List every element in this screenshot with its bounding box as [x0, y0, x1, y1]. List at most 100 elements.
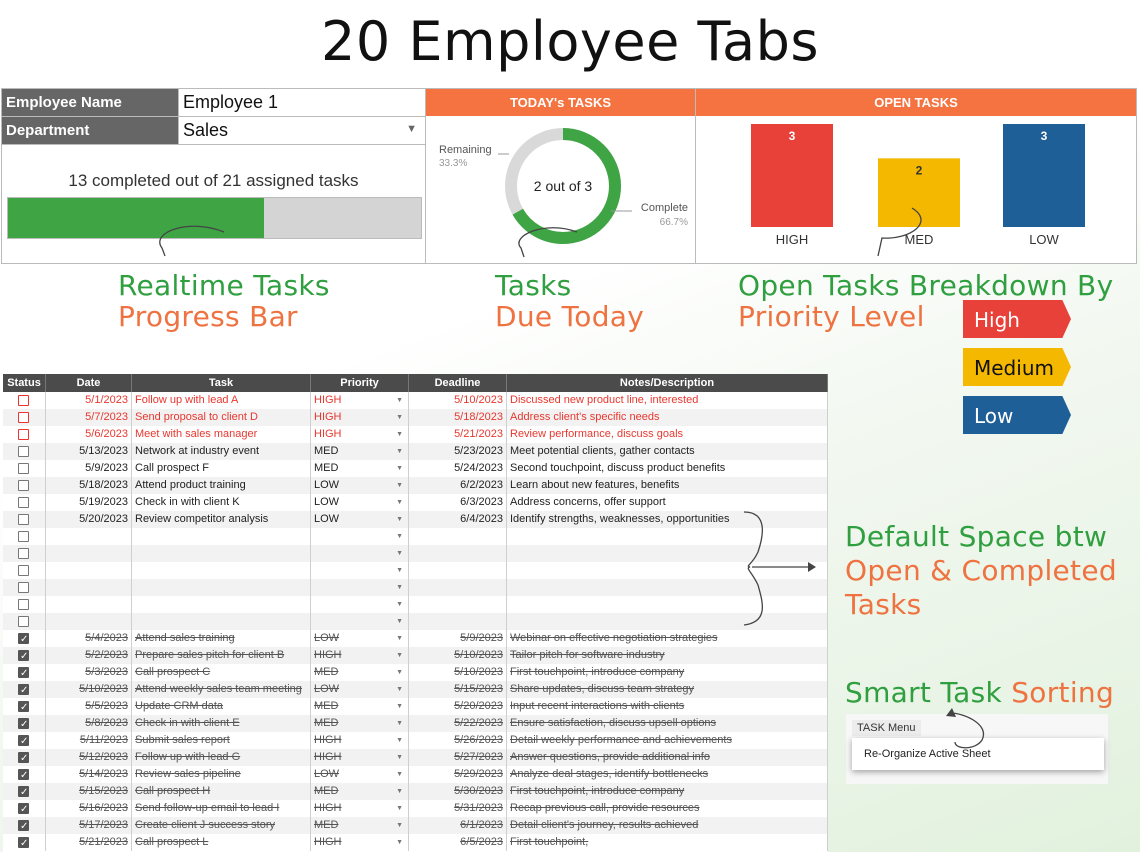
priority-cell[interactable]: ▼	[311, 545, 409, 562]
priority-cell[interactable]: LOW ▼	[311, 511, 409, 528]
deadline-cell[interactable]: 5/27/2023	[409, 749, 507, 766]
deadline-cell[interactable]: 5/26/2023	[409, 732, 507, 749]
task-cell[interactable]	[132, 562, 311, 579]
task-cell[interactable]: Check in with client E	[132, 715, 311, 732]
date-cell[interactable]: 5/21/2023	[46, 834, 132, 851]
task-cell[interactable]: Prepare sales pitch for client B	[132, 647, 311, 664]
task-cell[interactable]: Call prospect C	[132, 664, 311, 681]
task-cell[interactable]: Check in with client K	[132, 494, 311, 511]
chevron-down-icon[interactable]: ▼	[396, 550, 403, 557]
status-checkbox[interactable]	[18, 616, 29, 627]
date-cell[interactable]: 5/1/2023	[46, 392, 132, 409]
deadline-cell[interactable]: 5/23/2023	[409, 443, 507, 460]
deadline-cell[interactable]: 6/4/2023	[409, 511, 507, 528]
chevron-down-icon[interactable]: ▼	[396, 431, 403, 438]
status-checkbox[interactable]	[18, 767, 29, 783]
notes-cell[interactable]	[507, 596, 828, 613]
deadline-cell[interactable]: 5/30/2023	[409, 783, 507, 800]
task-cell[interactable]: Attend sales training	[132, 630, 311, 647]
status-checkbox[interactable]	[18, 565, 29, 576]
status-checkbox[interactable]	[18, 412, 29, 423]
notes-cell[interactable]: Learn about new features, benefits	[507, 477, 828, 494]
priority-cell[interactable]: MED ▼	[311, 698, 409, 715]
status-checkbox[interactable]	[18, 463, 29, 474]
chevron-down-icon[interactable]: ▼	[396, 703, 403, 710]
priority-cell[interactable]: MED ▼	[311, 817, 409, 834]
deadline-cell[interactable]	[409, 613, 507, 630]
task-cell[interactable]	[132, 528, 311, 545]
notes-cell[interactable]: Meet potential clients, gather contacts	[507, 443, 828, 460]
task-cell[interactable]: Network at industry event	[132, 443, 311, 460]
priority-cell[interactable]: LOW ▼	[311, 681, 409, 698]
date-cell[interactable]: 5/11/2023	[46, 732, 132, 749]
notes-cell[interactable]: Recap previous call, provide resources	[507, 800, 828, 817]
task-cell[interactable]: Meet with sales manager	[132, 426, 311, 443]
task-cell[interactable]	[132, 579, 311, 596]
notes-cell[interactable]: Tailor pitch for software industry	[507, 647, 828, 664]
task-cell[interactable]: Follow up with lead A	[132, 392, 311, 409]
notes-cell[interactable]	[507, 562, 828, 579]
date-cell[interactable]: 5/18/2023	[46, 477, 132, 494]
priority-cell[interactable]: HIGH ▼	[311, 732, 409, 749]
chevron-down-icon[interactable]: ▼	[396, 822, 403, 829]
status-checkbox[interactable]	[18, 733, 29, 749]
deadline-cell[interactable]: 6/5/2023	[409, 834, 507, 851]
reorganize-menu-item[interactable]: Re-Organize Active Sheet	[852, 738, 1104, 770]
status-checkbox[interactable]	[18, 750, 29, 766]
status-checkbox[interactable]	[18, 599, 29, 610]
task-cell[interactable]: Call prospect H	[132, 783, 311, 800]
priority-cell[interactable]: HIGH ▼	[311, 647, 409, 664]
date-cell[interactable]	[46, 562, 132, 579]
task-cell[interactable]: Attend weekly sales team meeting	[132, 681, 311, 698]
deadline-cell[interactable]: 5/10/2023	[409, 664, 507, 681]
status-checkbox[interactable]	[18, 699, 29, 715]
date-cell[interactable]: 5/20/2023	[46, 511, 132, 528]
deadline-cell[interactable]: 5/31/2023	[409, 800, 507, 817]
priority-cell[interactable]: LOW ▼	[311, 630, 409, 647]
priority-cell[interactable]: MED ▼	[311, 460, 409, 477]
chevron-down-icon[interactable]: ▼	[396, 567, 403, 574]
deadline-cell[interactable]: 5/24/2023	[409, 460, 507, 477]
task-cell[interactable]	[132, 613, 311, 630]
date-cell[interactable]: 5/8/2023	[46, 715, 132, 732]
priority-cell[interactable]: ▼	[311, 562, 409, 579]
date-cell[interactable]: 5/16/2023	[46, 800, 132, 817]
date-cell[interactable]: 5/3/2023	[46, 664, 132, 681]
date-cell[interactable]: 5/19/2023	[46, 494, 132, 511]
department-select[interactable]: Sales ▼	[178, 117, 425, 144]
chevron-down-icon[interactable]: ▼	[396, 686, 403, 693]
status-checkbox[interactable]	[18, 648, 29, 664]
notes-cell[interactable]	[507, 579, 828, 596]
deadline-cell[interactable]	[409, 545, 507, 562]
chevron-down-icon[interactable]: ▼	[396, 516, 403, 523]
deadline-cell[interactable]	[409, 596, 507, 613]
chevron-down-icon[interactable]: ▼	[396, 839, 403, 846]
date-cell[interactable]	[46, 613, 132, 630]
date-cell[interactable]: 5/4/2023	[46, 630, 132, 647]
status-checkbox[interactable]	[18, 446, 29, 457]
status-checkbox[interactable]	[18, 801, 29, 817]
priority-cell[interactable]: LOW ▼	[311, 766, 409, 783]
priority-cell[interactable]: HIGH ▼	[311, 409, 409, 426]
notes-cell[interactable]: Review performance, discuss goals	[507, 426, 828, 443]
date-cell[interactable]	[46, 579, 132, 596]
date-cell[interactable]	[46, 545, 132, 562]
task-cell[interactable]: Attend product training	[132, 477, 311, 494]
priority-cell[interactable]: MED ▼	[311, 664, 409, 681]
chevron-down-icon[interactable]: ▼	[396, 397, 403, 404]
deadline-cell[interactable]: 6/1/2023	[409, 817, 507, 834]
notes-cell[interactable]: First touchpoint, introduce company	[507, 664, 828, 681]
deadline-cell[interactable]	[409, 579, 507, 596]
chevron-down-icon[interactable]: ▼	[396, 635, 403, 642]
task-cell[interactable]: Review competitor analysis	[132, 511, 311, 528]
task-cell[interactable]: Follow up with lead G	[132, 749, 311, 766]
chevron-down-icon[interactable]: ▼	[396, 652, 403, 659]
task-cell[interactable]: Send proposal to client D	[132, 409, 311, 426]
priority-cell[interactable]: ▼	[311, 613, 409, 630]
deadline-cell[interactable]: 5/21/2023	[409, 426, 507, 443]
status-checkbox[interactable]	[18, 665, 29, 681]
notes-cell[interactable]: Answer questions, provide additional inf…	[507, 749, 828, 766]
priority-cell[interactable]: MED ▼	[311, 715, 409, 732]
status-checkbox[interactable]	[18, 716, 29, 732]
chevron-down-icon[interactable]: ▼	[396, 465, 403, 472]
